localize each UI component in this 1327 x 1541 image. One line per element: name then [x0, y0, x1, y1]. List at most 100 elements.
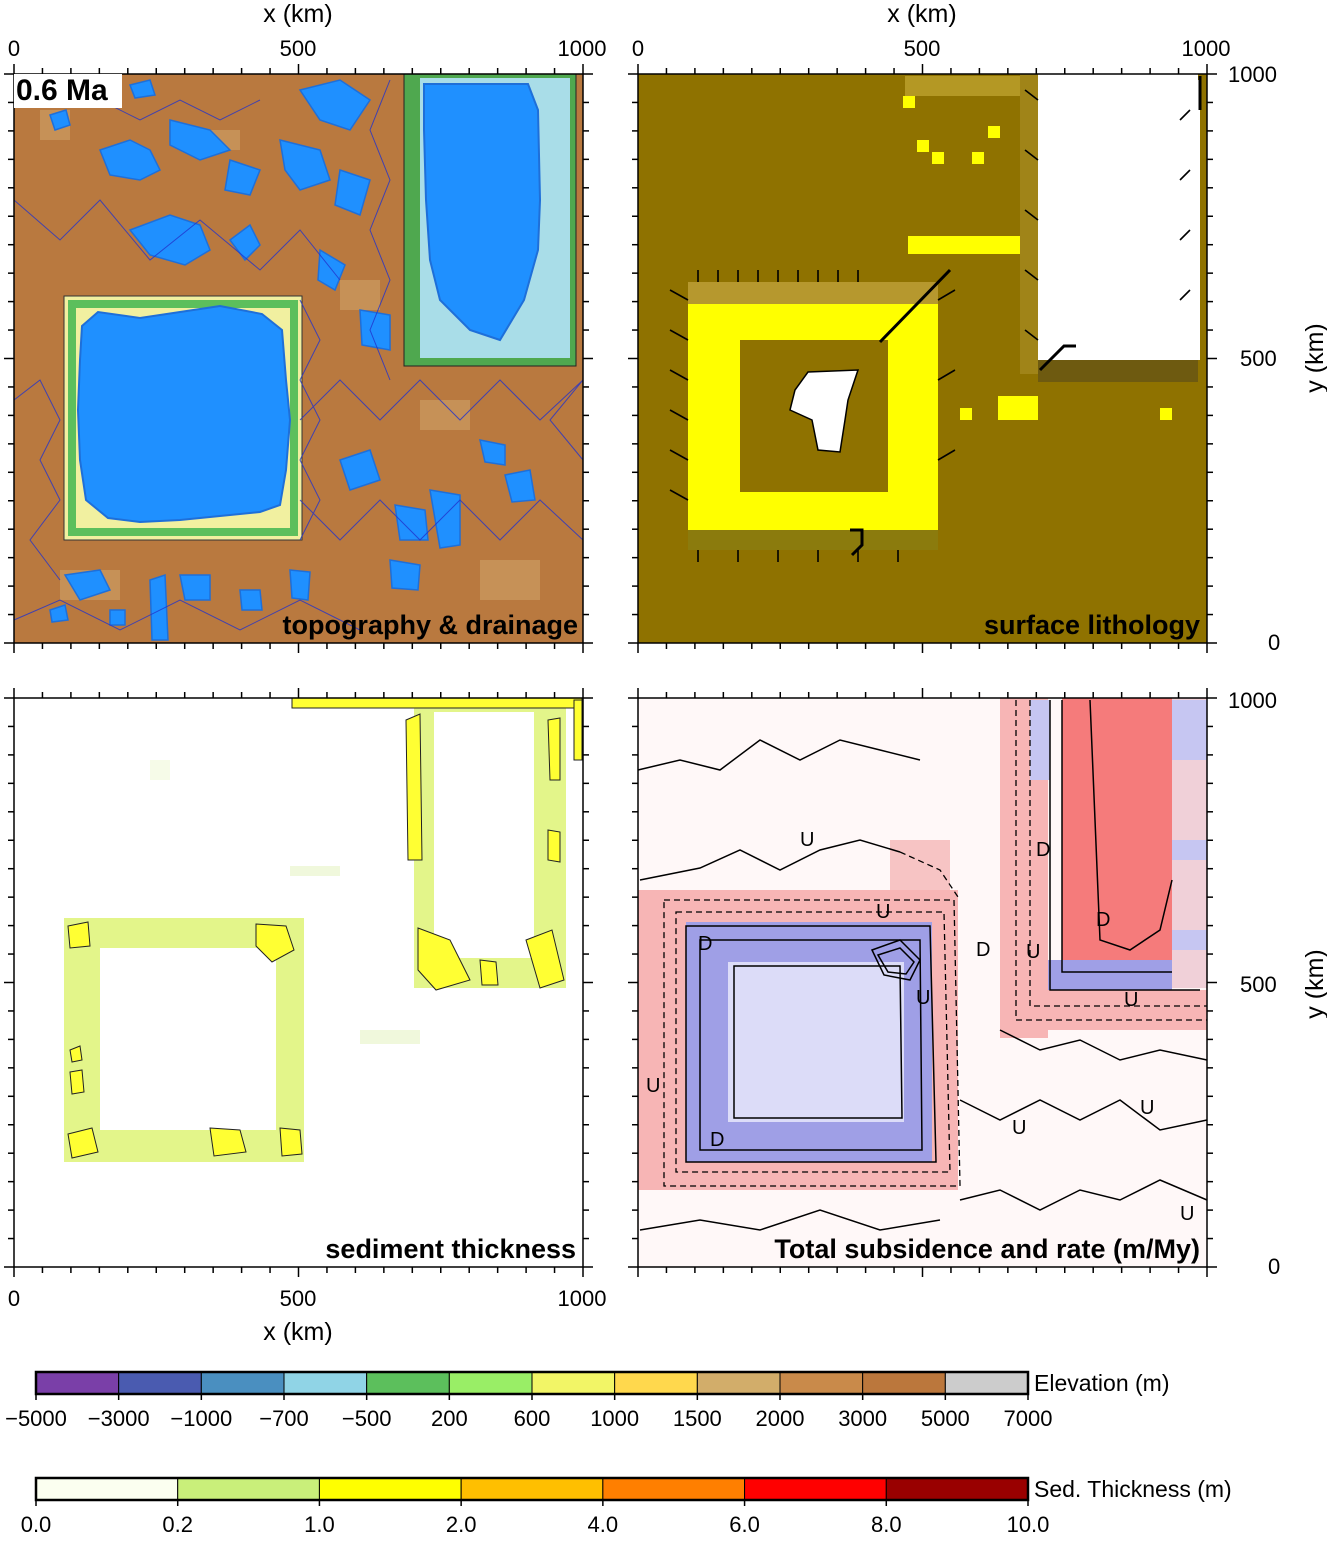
panel2-xtick-1000: 1000	[1182, 36, 1231, 61]
panel3-title: sediment thickness	[325, 1234, 576, 1264]
panel-sediment: 0 500 1000 x (km) sediment thickness	[8, 697, 607, 1346]
sediment-top-strip	[291, 697, 583, 709]
time-label-box	[14, 74, 122, 108]
colorbar-swatch	[744, 1477, 887, 1501]
lithology-hachures	[669, 76, 1202, 562]
colorbar-label: Elevation (m)	[1034, 1370, 1169, 1396]
panel3-xtick-1000: 1000	[558, 1286, 607, 1311]
colorbar-swatch	[885, 1477, 1029, 1501]
colorbar-tick-label: 1.0	[304, 1512, 335, 1537]
colorbar-tick-label: 2000	[756, 1406, 805, 1431]
colorbar-tick-label: 200	[431, 1406, 468, 1431]
colorbar-tick-label: 8.0	[871, 1512, 902, 1537]
label-u-9: U	[1180, 1203, 1194, 1225]
colorbar-swatch	[366, 1371, 450, 1395]
panel4-ylabel: y (km)	[1301, 949, 1327, 1018]
panel4-ytick-1000: 1000	[1228, 688, 1277, 713]
sediment-basin2-lobes	[405, 713, 565, 991]
panel4-ytick-0: 0	[1268, 1254, 1280, 1279]
subsidence-basin2-interior	[1062, 698, 1172, 978]
label-u-5: U	[646, 1075, 660, 1097]
colorbar-swatch	[200, 1371, 285, 1395]
colorbar-tick-label: −3000	[88, 1406, 150, 1431]
elevation-colorbar: −5000 −3000 −1000 −700 −500 200 600 1000 1500 200…	[5, 1370, 1169, 1431]
panel1-xlabel: x (km)	[263, 0, 332, 28]
panel1-xtick-500: 500	[280, 36, 317, 61]
colorbar-tick-label: 1500	[673, 1406, 722, 1431]
colorbar-tick-label: 600	[514, 1406, 551, 1431]
colorbar-tick-label: 7000	[1004, 1406, 1053, 1431]
drainage-network	[13, 79, 584, 631]
sediment-basin1-lobes	[67, 921, 303, 1159]
colorbar-swatch	[35, 1371, 120, 1395]
colorbar-swatch	[448, 1371, 533, 1395]
label-u-1: U	[800, 829, 814, 851]
colorbar-swatch	[318, 1477, 462, 1501]
colorbar-swatch	[602, 1477, 746, 1501]
panel2-xtick-500: 500	[904, 36, 941, 61]
colorbar-tick-label: 3000	[838, 1406, 887, 1431]
panel1-xtick-0: 0	[8, 36, 20, 61]
colorbar-swatch	[460, 1477, 604, 1501]
label-u-2: U	[876, 901, 890, 923]
panel2-ylabel: y (km)	[1301, 323, 1327, 392]
panel2-ytick-0: 0	[1268, 630, 1280, 655]
colorbar-swatch	[696, 1371, 781, 1395]
panel1-title: topography & drainage	[282, 610, 578, 640]
colorbar-swatch	[177, 1477, 320, 1501]
label-d-2: D	[976, 939, 990, 961]
colorbar-tick-label: 5000	[921, 1406, 970, 1431]
colorbar-tick-label: 6.0	[729, 1512, 760, 1537]
time-label: 0.6 Ma	[16, 74, 108, 107]
panel1-xtick-1000: 1000	[558, 36, 607, 61]
basin1-lake	[76, 304, 292, 524]
colorbar-tick-label: 0.2	[162, 1512, 193, 1537]
colorbar-tick-label: 10.0	[1007, 1512, 1050, 1537]
lithology-yellow-cells	[903, 96, 1172, 420]
subsidence-labels: U D U D U U U D D D U U U U	[646, 829, 1194, 1225]
panel4-title: Total subsidence and rate (m/My)	[774, 1234, 1200, 1264]
colorbar-swatch	[862, 1371, 946, 1395]
subsidence-contours-dashed	[663, 700, 1207, 1187]
panel2-xtick-0: 0	[632, 36, 644, 61]
colorbar-swatch	[283, 1371, 368, 1395]
panel-subsidence: U D U D U U U D D D U U U U 1000 500 0 y…	[637, 688, 1327, 1279]
colorbar-swatch	[118, 1371, 202, 1395]
label-u-6: U	[1124, 989, 1138, 1011]
panel2-ytick-1000: 1000	[1228, 62, 1277, 87]
axis-ticks	[4, 64, 1217, 1277]
label-u-7: U	[1012, 1117, 1026, 1139]
sediment-colorbar: 0.0 0.2 1.0 2.0 4.0 6.0 8.0 10.0 Sed. Thickness …	[21, 1476, 1232, 1537]
label-u-3: U	[1026, 941, 1040, 963]
colorbar-swatch	[944, 1371, 1029, 1395]
colorbar-tick-label: −700	[259, 1406, 309, 1431]
label-u-4: U	[916, 987, 930, 1009]
colorbar-swatch	[614, 1371, 698, 1395]
colorbar-swatch	[35, 1477, 179, 1501]
colorbar-frame	[34, 1476, 1030, 1502]
colorbar-label: Sed. Thickness (m)	[1034, 1476, 1232, 1502]
colorbar-swatch	[531, 1371, 616, 1395]
panel-topography: x (km) 0 500 1000	[8, 0, 607, 644]
colorbar-tick-label: 4.0	[588, 1512, 619, 1537]
colorbar-tick-label: −500	[342, 1406, 392, 1431]
panel3-xtick-0: 0	[8, 1286, 20, 1311]
lithology-basin1-gap	[789, 369, 860, 453]
label-d-3: D	[710, 1129, 724, 1151]
label-u-8: U	[1140, 1097, 1154, 1119]
colorbar-tick-label: −1000	[170, 1406, 232, 1431]
colorbar-tick-label: 0.0	[21, 1512, 52, 1537]
panel2-ytick-500: 500	[1240, 346, 1277, 371]
label-d-4: D	[1036, 839, 1050, 861]
label-d-5: D	[1096, 909, 1110, 931]
panel3-xtick-500: 500	[280, 1286, 317, 1311]
colorbar-tick-label: −5000	[5, 1406, 67, 1431]
panel2-title: surface lithology	[984, 610, 1200, 640]
basin2-lake	[423, 83, 542, 342]
panel3-xlabel: x (km)	[263, 1318, 332, 1346]
lithology-basin2-rim	[908, 236, 1038, 254]
panel2-xlabel: x (km)	[887, 0, 956, 28]
panel-lithology: x (km) 0 500 1000	[632, 0, 1327, 655]
panel4-ytick-500: 500	[1240, 972, 1277, 997]
